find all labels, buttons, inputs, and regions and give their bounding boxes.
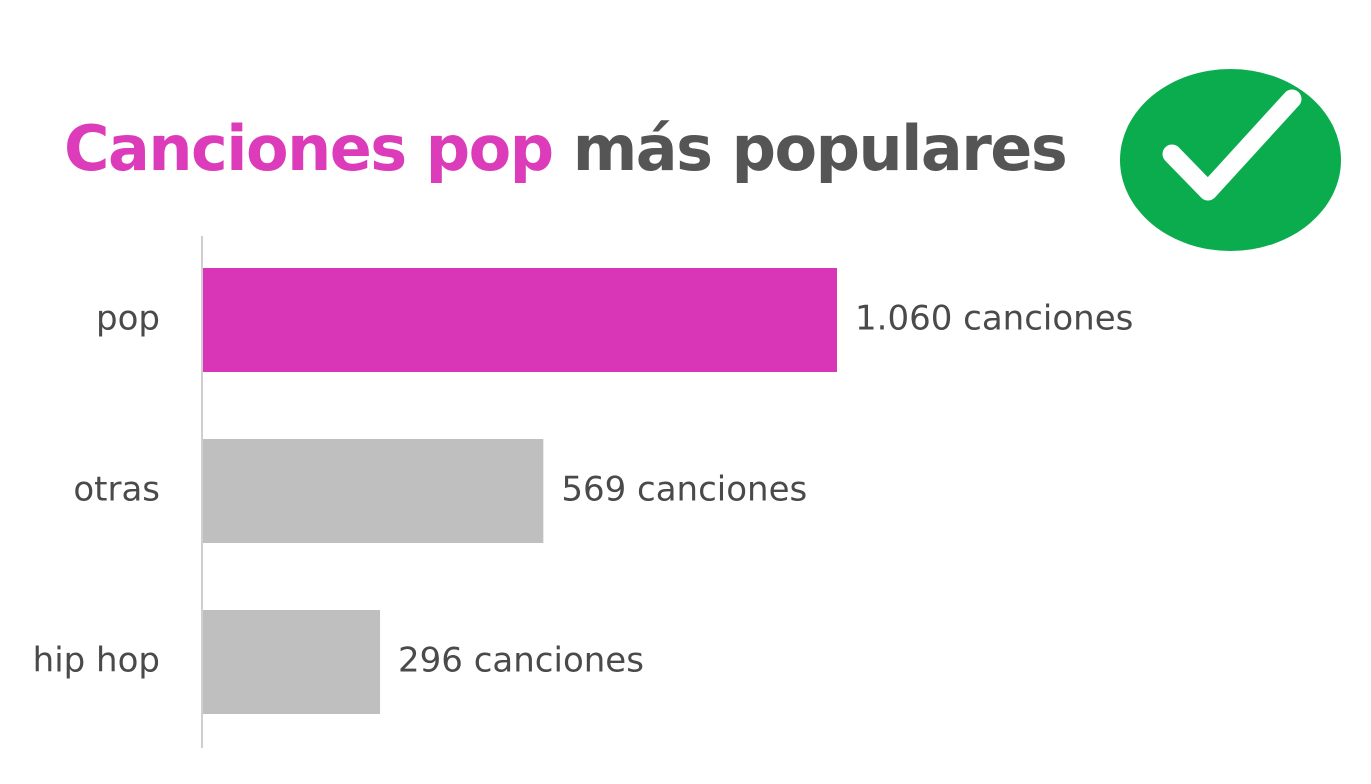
value-label: 569 canciones [561, 470, 807, 510]
bar-hip-hop [203, 610, 381, 714]
check-icon [1120, 69, 1341, 251]
category-label: pop [96, 299, 160, 339]
chart-title-rest: más populares [572, 112, 1068, 185]
value-label: 1.060 canciones [855, 299, 1133, 339]
category-label: otras [73, 470, 160, 510]
chart-title: Canciones pop más populares [64, 118, 1068, 180]
category-label: hip hop [33, 641, 160, 681]
bar-otras [203, 439, 544, 543]
check-icon-mark [1162, 89, 1302, 201]
bars-group: pop 1.060 canciones otras 569 canciones hip … [33, 268, 1133, 714]
value-label: 296 canciones [398, 641, 644, 681]
chart-title-accent: Canciones pop [64, 112, 554, 185]
bar-pop [203, 268, 837, 372]
